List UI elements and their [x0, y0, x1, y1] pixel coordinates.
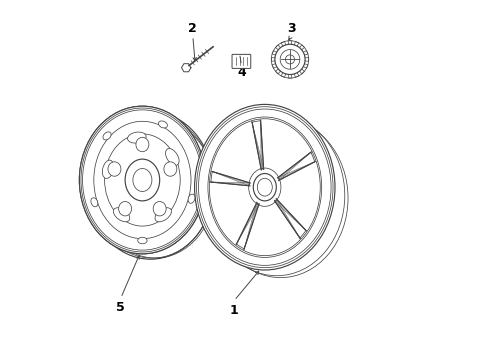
Ellipse shape	[113, 208, 130, 222]
Ellipse shape	[188, 194, 195, 203]
Ellipse shape	[91, 198, 98, 207]
Text: 2: 2	[189, 22, 197, 35]
Ellipse shape	[195, 104, 335, 270]
Ellipse shape	[125, 159, 160, 201]
Text: 5: 5	[117, 301, 125, 314]
Ellipse shape	[248, 168, 281, 206]
Ellipse shape	[103, 132, 111, 140]
Ellipse shape	[213, 119, 348, 278]
Ellipse shape	[155, 208, 172, 222]
Text: 3: 3	[287, 22, 295, 35]
Ellipse shape	[253, 174, 276, 201]
Ellipse shape	[158, 121, 168, 128]
Ellipse shape	[88, 112, 214, 259]
Ellipse shape	[166, 149, 179, 165]
Ellipse shape	[133, 168, 152, 192]
Ellipse shape	[108, 162, 121, 176]
Ellipse shape	[138, 237, 147, 244]
Ellipse shape	[153, 202, 166, 216]
Ellipse shape	[164, 162, 177, 176]
Ellipse shape	[136, 137, 149, 152]
Text: 1: 1	[230, 304, 239, 317]
Ellipse shape	[102, 160, 114, 179]
Ellipse shape	[127, 132, 146, 143]
Ellipse shape	[79, 106, 205, 254]
Ellipse shape	[271, 41, 309, 78]
Ellipse shape	[79, 106, 205, 254]
FancyBboxPatch shape	[232, 54, 251, 68]
Text: 4: 4	[237, 66, 246, 78]
Ellipse shape	[94, 121, 191, 239]
Ellipse shape	[119, 202, 132, 216]
Ellipse shape	[104, 134, 180, 226]
Ellipse shape	[208, 117, 321, 257]
